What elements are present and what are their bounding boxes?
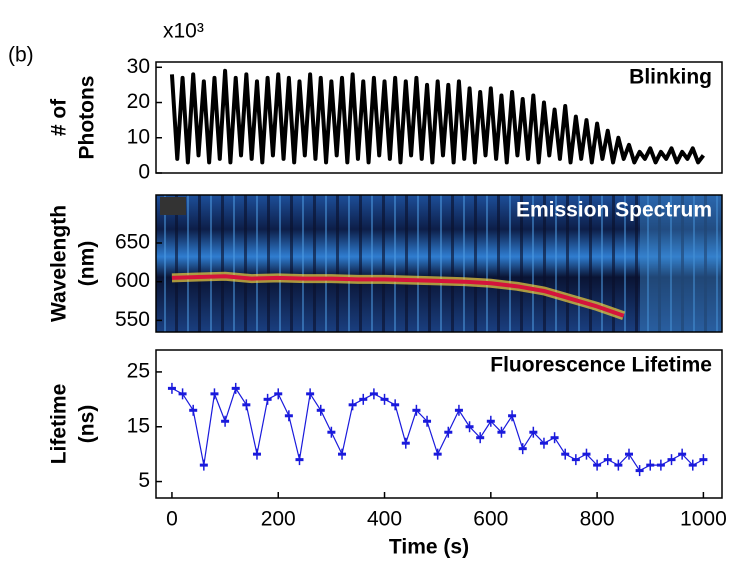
data-point xyxy=(167,386,176,390)
data-point xyxy=(624,452,633,456)
data-point xyxy=(252,452,261,456)
data-point xyxy=(635,469,644,473)
x-tick-label: 1000 xyxy=(680,508,727,531)
data-point xyxy=(593,463,602,467)
data-point xyxy=(263,397,272,401)
data-point xyxy=(189,408,198,412)
spectrum-texture xyxy=(156,195,722,332)
y-tick-label: 0 xyxy=(138,161,150,184)
data-point xyxy=(550,436,559,440)
data-point xyxy=(476,436,485,440)
data-point xyxy=(571,458,580,462)
panel-title: Blinking xyxy=(629,66,712,89)
data-point xyxy=(274,392,283,396)
data-point xyxy=(391,403,400,407)
spectrum-noise xyxy=(640,195,722,332)
y-tick-label: 550 xyxy=(115,308,150,331)
data-point xyxy=(518,447,527,451)
y-axis-label: (nm) xyxy=(76,241,99,287)
data-point xyxy=(412,408,421,412)
data-point xyxy=(242,403,251,407)
data-point xyxy=(199,463,208,467)
data-point xyxy=(380,397,389,401)
y-axis-label: (ns) xyxy=(76,405,99,444)
y-axis-label: Lifetime xyxy=(48,384,71,465)
y-tick-label: 30 xyxy=(127,55,150,78)
x-tick-label: 400 xyxy=(367,508,402,531)
data-point xyxy=(508,414,517,418)
data-point xyxy=(699,458,708,462)
y-tick-label: 650 xyxy=(115,231,150,254)
data-point xyxy=(348,403,357,407)
panel-title: Fluorescence Lifetime xyxy=(490,354,712,377)
data-point xyxy=(433,452,442,456)
data-point xyxy=(486,419,495,423)
data-point xyxy=(529,430,538,434)
data-point xyxy=(561,452,570,456)
data-point xyxy=(369,392,378,396)
y-tick-label: 600 xyxy=(115,269,150,292)
data-point xyxy=(210,392,219,396)
x-axis-label: Time (s) xyxy=(389,536,469,559)
data-point xyxy=(603,458,612,462)
x-tick-label: 200 xyxy=(261,508,296,531)
data-point xyxy=(221,419,230,423)
data-point xyxy=(688,463,697,467)
data-point xyxy=(539,441,548,445)
y-tick-label: 5 xyxy=(138,469,150,492)
data-point xyxy=(614,463,623,467)
x-tick-label: 800 xyxy=(580,508,615,531)
y-tick-label: 15 xyxy=(127,414,150,437)
data-point xyxy=(306,392,315,396)
spectrum-corner xyxy=(160,197,186,215)
panel-frame xyxy=(155,349,723,499)
data-point xyxy=(359,397,368,401)
panel-title: Emission Spectrum xyxy=(516,199,712,222)
data-point xyxy=(497,430,506,434)
data-point xyxy=(656,463,665,467)
x-tick-label: 600 xyxy=(473,508,508,531)
data-point xyxy=(582,452,591,456)
data-point xyxy=(678,452,687,456)
data-point xyxy=(316,408,325,412)
data-point xyxy=(465,425,474,429)
data-point xyxy=(178,392,187,396)
panel-label: (b) xyxy=(8,44,34,67)
data-point xyxy=(401,441,410,445)
data-line xyxy=(169,68,705,165)
y-axis-label: Photons xyxy=(76,76,99,160)
panel-frame xyxy=(155,194,723,333)
data-point xyxy=(667,458,676,462)
y-tick-label: 25 xyxy=(127,359,150,382)
y-scale-label: x10³ xyxy=(163,20,204,43)
data-line xyxy=(171,274,625,318)
data-point xyxy=(338,452,347,456)
data-point xyxy=(231,386,240,390)
data-point xyxy=(327,430,336,434)
data-point xyxy=(646,463,655,467)
panel-frame xyxy=(155,61,723,174)
data-point xyxy=(295,458,304,462)
data-point xyxy=(444,430,453,434)
y-tick-label: 20 xyxy=(127,90,150,113)
data-point xyxy=(454,408,463,412)
data-point xyxy=(423,419,432,423)
y-axis-label: # of xyxy=(48,98,71,136)
y-axis-label: Wavelength xyxy=(48,205,71,322)
data-point xyxy=(284,414,293,418)
y-tick-label: 10 xyxy=(127,125,150,148)
x-tick-label: 0 xyxy=(166,508,178,531)
